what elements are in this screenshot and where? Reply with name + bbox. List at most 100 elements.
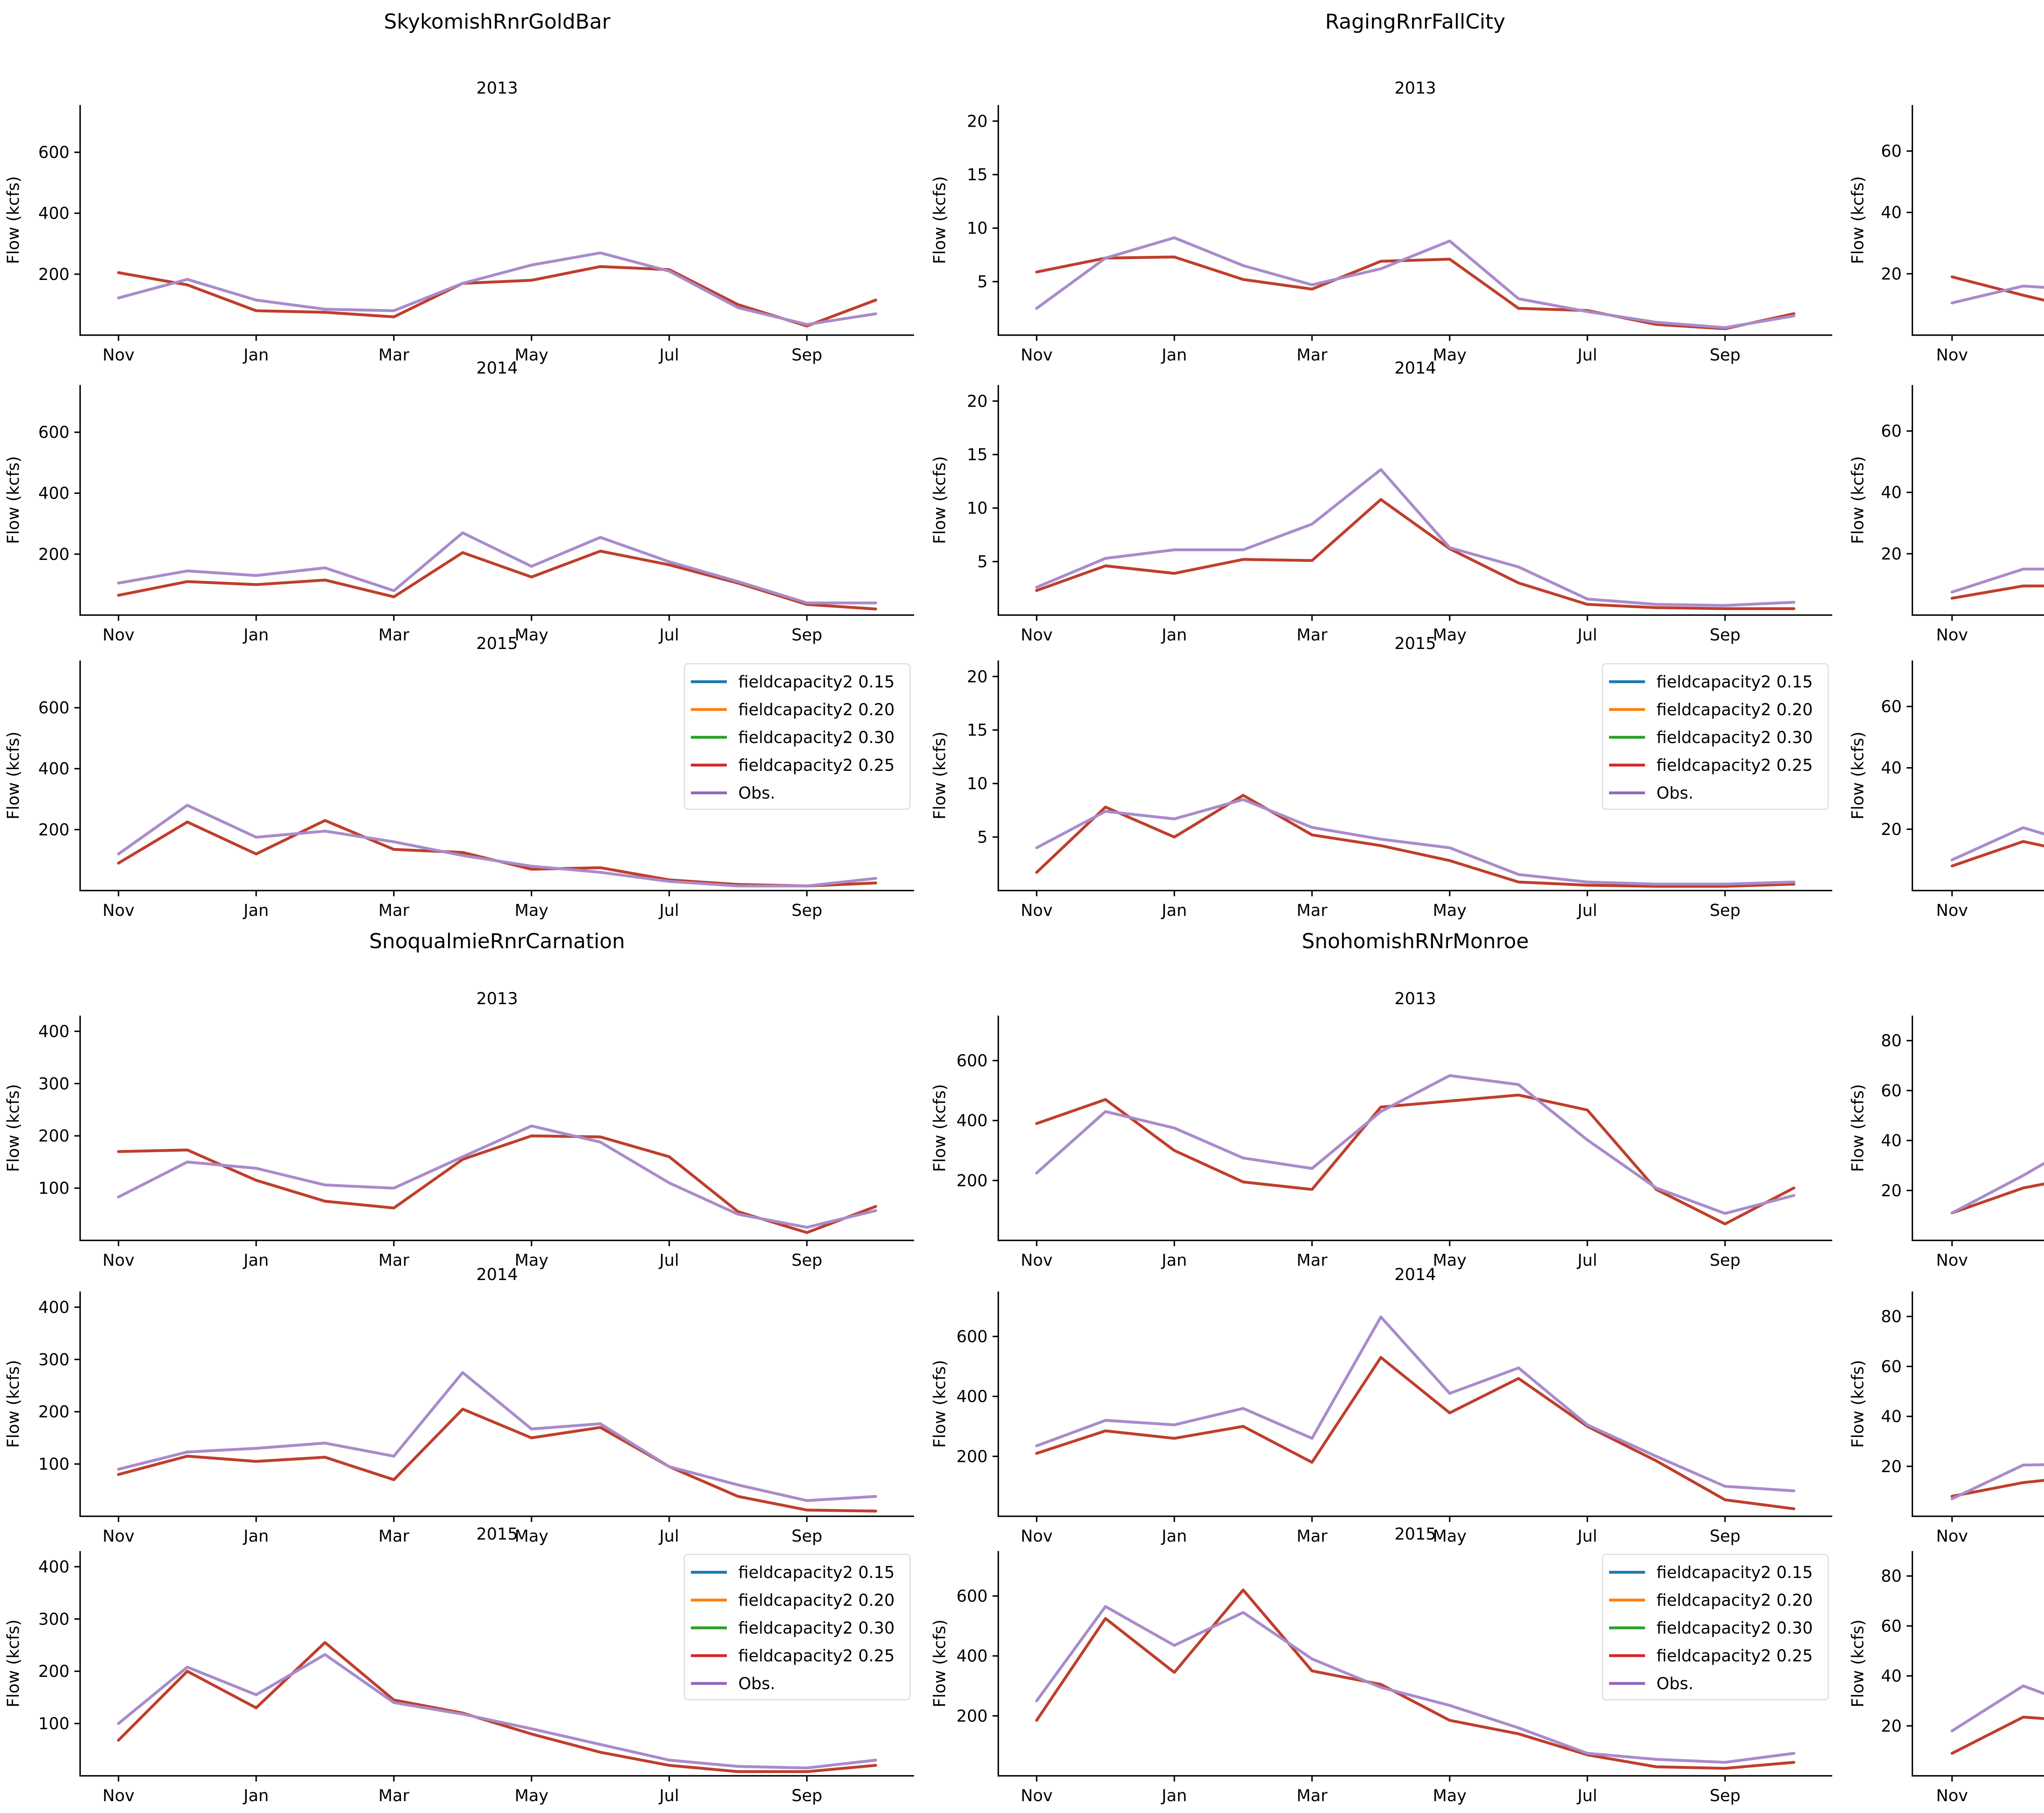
subplot-year-title: 2014 bbox=[1394, 359, 1436, 378]
x-tick-label: May bbox=[1433, 1527, 1467, 1546]
x-tick-label: Jan bbox=[1161, 1251, 1187, 1270]
y-tick-label: 200 bbox=[38, 1403, 69, 1421]
y-tick-label: 60 bbox=[1881, 1357, 1902, 1376]
x-tick-label: Jul bbox=[1576, 1786, 1597, 1805]
y-axis-label: Flow (kcfs) bbox=[930, 1619, 949, 1707]
y-tick-label: 40 bbox=[1881, 483, 1902, 502]
legend-box bbox=[1602, 1553, 1829, 1701]
x-tick-label: Nov bbox=[1936, 1527, 1968, 1546]
subplot-year-title: 2015 bbox=[1394, 1525, 1436, 1544]
legend-label: fieldcapacity2 0.20 bbox=[1656, 1591, 1813, 1610]
subplot-RagingRnrFallCity-2015: 2015 5 10 15 20 Flow (kcfs) Nov Jan Mar May Jul Sep… bbox=[930, 634, 1832, 920]
legend-item: fieldcapacity2 0.25 bbox=[1609, 1647, 1813, 1665]
series-line-observed bbox=[1950, 567, 2044, 594]
legend-label: fieldcapacity2 0.15 bbox=[738, 1563, 894, 1582]
y-tick-label: 40 bbox=[1881, 759, 1902, 778]
x-tick-label: Nov bbox=[103, 1251, 134, 1270]
subplot-year-title: 2015 bbox=[1394, 634, 1436, 653]
y-axis-label: Flow (kcfs) bbox=[4, 1619, 23, 1707]
legend: fieldcapacity2 0.15 fieldcapacity2 0.20 fi… bbox=[684, 663, 911, 810]
x-tick-label: Nov bbox=[103, 346, 134, 365]
x-tick-label: Jan bbox=[242, 1786, 269, 1805]
y-tick-label: 20 bbox=[967, 392, 988, 411]
legend: fieldcapacity2 0.15 fieldcapacity2 0.20 fi… bbox=[1602, 1553, 1829, 1701]
x-tick-label: May bbox=[515, 901, 549, 920]
y-tick-label: 60 bbox=[1881, 422, 1902, 441]
x-tick-label: Jul bbox=[1576, 901, 1597, 920]
y-tick-label: 15 bbox=[967, 721, 988, 740]
series-line-observed bbox=[1035, 798, 1795, 886]
x-tick-label: Nov bbox=[1936, 626, 1968, 645]
subplot-RagingRnrFallCity-2013: 2013 5 10 15 20 Flow (kcfs) Nov Jan Mar May Jul Sep bbox=[930, 79, 1832, 365]
subplot-SnoqualmieRnrCarnation-2013: 2013 100 200 300 400 Flow (kcfs) Nov Jan Mar May J… bbox=[4, 989, 914, 1270]
y-tick-label: 100 bbox=[38, 1179, 69, 1198]
x-tick-label: May bbox=[515, 626, 549, 645]
y-tick-label: 200 bbox=[38, 1127, 69, 1146]
subplot-NFToltRnrCarnation-2015: 2015204060Flow (kcfs)NovJanMarMayJulSepf… bbox=[1849, 660, 2044, 920]
x-tick-label: Jan bbox=[242, 346, 269, 365]
legend-item: fieldcapacity2 0.25 bbox=[691, 1647, 894, 1665]
series-line-observed bbox=[117, 251, 877, 326]
y-tick-label: 200 bbox=[38, 1662, 69, 1681]
x-tick-label: Mar bbox=[1297, 1527, 1328, 1546]
y-tick-label: 10 bbox=[967, 499, 988, 518]
station-group-SnohomishRNrMonroe: SnohomishRNrMonroe 2013 200 400 600 Flow (kcf… bbox=[930, 929, 1832, 1805]
series-line-simulated bbox=[1035, 1588, 1795, 1770]
legend-item: fieldcapacity2 0.15 bbox=[691, 1563, 894, 1582]
legend-item: fieldcapacity2 0.25 bbox=[1609, 756, 1813, 775]
y-tick-label: 20 bbox=[1881, 265, 1902, 284]
x-tick-label: Nov bbox=[1936, 1251, 1968, 1270]
y-tick-label: 10 bbox=[967, 774, 988, 793]
y-tick-label: 60 bbox=[1881, 1081, 1902, 1100]
subplot-year-title: 2015 bbox=[476, 1525, 518, 1544]
y-axis-label: Flow (kcfs) bbox=[4, 176, 23, 264]
y-tick-label: 100 bbox=[38, 1455, 69, 1474]
y-tick-label: 200 bbox=[957, 1171, 988, 1190]
legend-label: Obs. bbox=[1656, 1674, 1693, 1693]
station-group-RagingRnrFallCity: RagingRnrFallCity 2013 5 10 15 20 Flow (kcfs) N… bbox=[930, 10, 1832, 920]
y-axis-label: Flow (kcfs) bbox=[1849, 1619, 1867, 1707]
legend-item: fieldcapacity2 0.30 bbox=[691, 728, 894, 747]
legend-label: fieldcapacity2 0.20 bbox=[738, 1591, 894, 1610]
series-line-simulated bbox=[117, 1408, 877, 1513]
legend-item: fieldcapacity2 0.15 bbox=[1609, 673, 1813, 692]
y-tick-label: 80 bbox=[1881, 1567, 1902, 1586]
y-axis-label: Flow (kcfs) bbox=[1849, 176, 1867, 264]
x-tick-label: Sep bbox=[791, 626, 822, 645]
x-tick-label: Nov bbox=[103, 626, 134, 645]
x-tick-label: Jul bbox=[658, 1527, 679, 1546]
x-tick-label: Jul bbox=[1576, 346, 1597, 365]
y-tick-label: 400 bbox=[38, 204, 69, 223]
x-tick-label: Nov bbox=[103, 1786, 134, 1805]
x-tick-label: Jul bbox=[658, 346, 679, 365]
y-tick-label: 60 bbox=[1881, 142, 1902, 161]
x-tick-label: Sep bbox=[1710, 626, 1740, 645]
legend: fieldcapacity2 0.15 fieldcapacity2 0.20 fi… bbox=[684, 1553, 911, 1701]
y-tick-label: 300 bbox=[38, 1350, 69, 1369]
legend-label: fieldcapacity2 0.15 bbox=[738, 673, 894, 692]
subplot-year-title: 2013 bbox=[1394, 989, 1436, 1008]
series-line-simulated bbox=[1950, 840, 2044, 868]
y-tick-label: 600 bbox=[957, 1587, 988, 1606]
series-line-observed bbox=[1035, 1074, 1795, 1215]
y-tick-label: 400 bbox=[38, 1558, 69, 1576]
y-tick-label: 300 bbox=[38, 1074, 69, 1093]
x-tick-label: May bbox=[1433, 1251, 1467, 1270]
x-tick-label: Sep bbox=[1710, 1527, 1740, 1546]
station-title: RagingRnrFallCity bbox=[1325, 10, 1506, 34]
x-tick-label: May bbox=[515, 346, 549, 365]
y-tick-label: 15 bbox=[967, 166, 988, 184]
y-tick-label: 40 bbox=[1881, 204, 1902, 222]
subplot-PilchuckRnrSnohomish-2014: 201420406080Flow (kcfs)NovJanMarMayJulSe… bbox=[1849, 1291, 2044, 1546]
y-tick-label: 20 bbox=[1881, 1717, 1902, 1736]
y-tick-label: 40 bbox=[1881, 1667, 1902, 1686]
y-axis-label: Flow (kcfs) bbox=[930, 456, 949, 544]
legend-label: fieldcapacity2 0.30 bbox=[738, 728, 894, 747]
x-tick-label: May bbox=[515, 1786, 549, 1805]
y-tick-label: 300 bbox=[38, 1610, 69, 1629]
y-tick-label: 200 bbox=[38, 821, 69, 839]
series-line-observed bbox=[1950, 826, 2044, 862]
series-line-observed bbox=[1035, 468, 1795, 607]
x-tick-label: Nov bbox=[103, 1527, 134, 1546]
